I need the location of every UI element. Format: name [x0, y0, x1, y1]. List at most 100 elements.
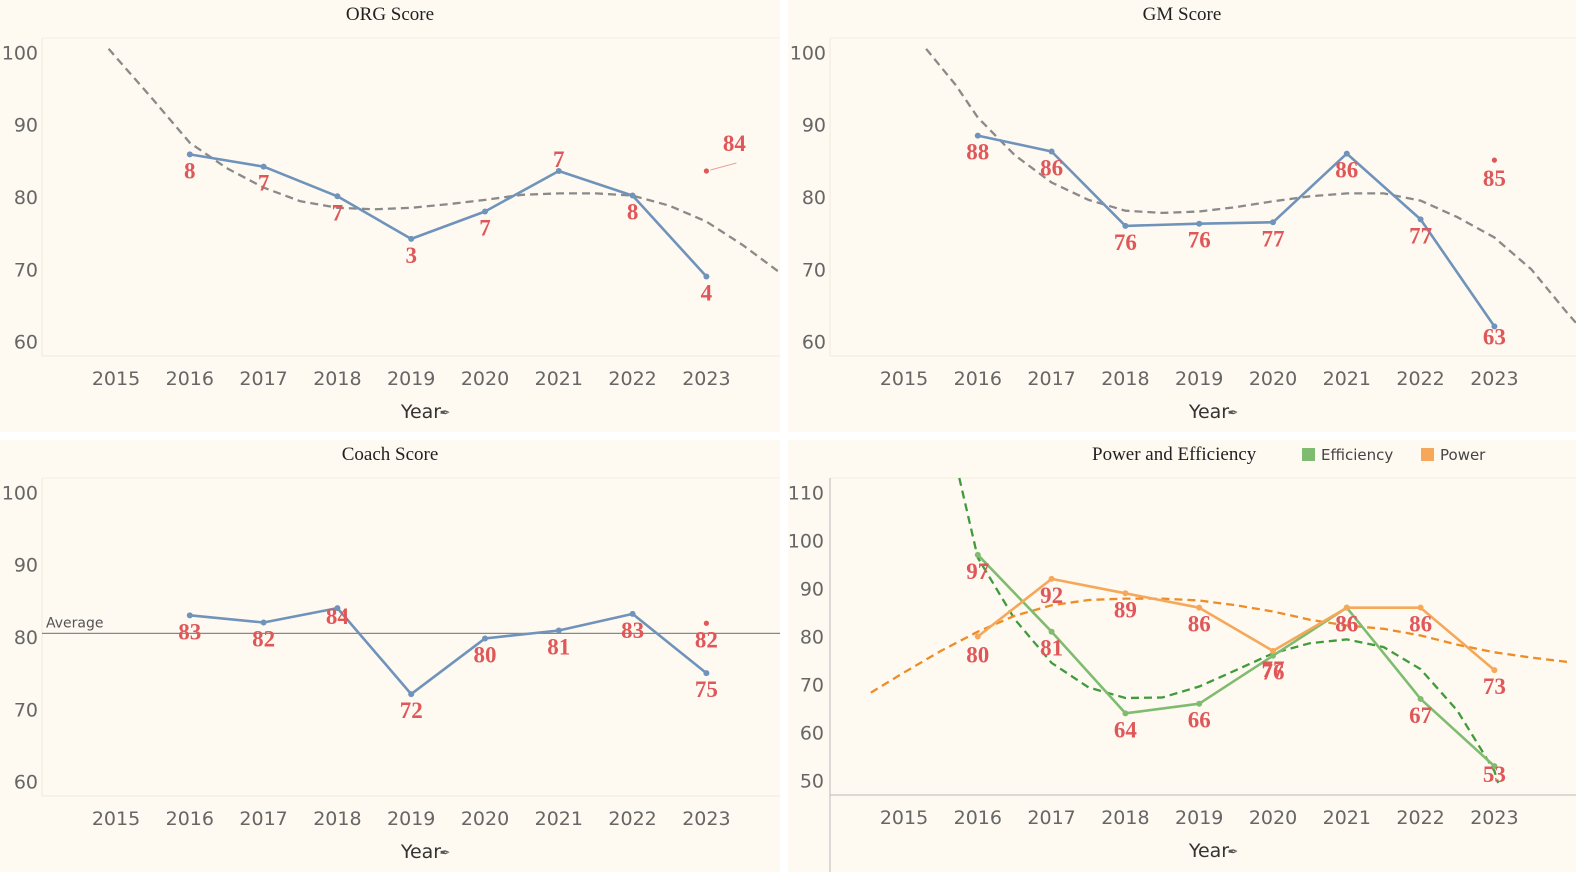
legend-power[interactable]: Power: [1421, 446, 1485, 464]
y-tick-label: 80: [14, 627, 38, 649]
power-line: [977, 577, 1496, 672]
x-tick-label: 2021: [535, 808, 583, 830]
data-label: 92: [1040, 583, 1063, 608]
trend-line: [925, 48, 1576, 325]
data-point: [1417, 604, 1424, 611]
y-tick-label: 100: [2, 482, 38, 504]
gm-score-panel: GM Score 60 70 80 90 100 2015 2016 2017 2018 2019…: [788, 0, 1576, 432]
data-point: [408, 691, 415, 698]
score-line: [189, 153, 708, 278]
extra-point: [703, 168, 710, 174]
x-tick-label: 2021: [1323, 368, 1371, 390]
x-tick-label: 2018: [313, 808, 361, 830]
y-tick-label: 110: [788, 482, 824, 504]
data-label: 7: [553, 147, 565, 172]
power-efficiency-panel: Power and Efficiency 50 60 70 80 90 100 110 201…: [788, 440, 1576, 872]
data-point: [1122, 590, 1129, 597]
x-tick-label: 2021: [535, 368, 583, 390]
x-tick-label: 2022: [1396, 807, 1444, 829]
data-label: 8: [184, 158, 196, 183]
data-point: [334, 605, 341, 612]
efficiency-trend-line: [958, 477, 1500, 784]
coach-score-title: Coach Score: [341, 444, 439, 465]
data-label: 53: [1483, 762, 1506, 787]
x-tick-label: 2023: [682, 808, 730, 830]
coach-score-panel: Coach Score 60 70 80 90 100 2015 2016 2017 2018 2…: [0, 440, 780, 872]
pin-icon: ✒: [440, 846, 451, 861]
data-point: [186, 151, 193, 158]
x-tick-label: 2019: [1175, 368, 1223, 390]
x-tick-label: 2021: [1323, 807, 1371, 829]
x-tick-label: 2022: [608, 808, 656, 830]
x-tick-label: 2015: [880, 368, 928, 390]
data-label: 75: [695, 677, 718, 702]
data-label: 72: [400, 698, 423, 723]
data-label: 89: [1114, 597, 1137, 622]
x-tick-label: 2019: [1175, 807, 1223, 829]
x-tick-label: 2019: [387, 368, 435, 390]
average-reference-label: Average: [46, 615, 104, 631]
y-tick-label: 80: [802, 187, 826, 209]
data-point: [1343, 150, 1350, 157]
data-point: [1122, 710, 1129, 717]
data-label: 73: [1483, 674, 1506, 699]
data-label: 82: [695, 627, 718, 652]
data-point: [1048, 628, 1055, 635]
y-tick-label: 60: [802, 332, 826, 354]
data-label: 83: [178, 619, 201, 644]
data-point: [482, 208, 488, 215]
y-tick-label: 90: [14, 115, 38, 137]
pin-icon: ✒: [440, 406, 451, 421]
legend-label-power: Power: [1440, 446, 1486, 464]
data-point: [703, 273, 710, 280]
legend-label-efficiency: Efficiency: [1321, 446, 1394, 464]
data-label: 88: [966, 140, 989, 165]
data-point: [629, 192, 636, 199]
org-score-panel: ORG Score 60 70 80 90 100 2015 2016 2017 2018 201…: [0, 0, 780, 432]
x-tick-label: 2017: [239, 368, 287, 390]
x-tick-label: 2018: [1101, 807, 1149, 829]
x-tick-label: 2016: [954, 807, 1002, 829]
data-label: 82: [252, 627, 275, 652]
data-point: [408, 235, 415, 242]
x-tick-label: 2018: [1101, 368, 1149, 390]
y-tick-label: 80: [800, 627, 824, 649]
x-axis-title: Year: [400, 401, 441, 423]
data-label: 7: [479, 215, 491, 240]
data-point: [974, 132, 981, 139]
pin-icon: ✒: [1228, 406, 1239, 421]
gm-score-chart: 60 70 80 90 100 2015 2016 2017 2018 2019 2020 2021 2…: [790, 37, 1576, 423]
y-tick-label: 90: [802, 115, 826, 137]
data-point: [260, 619, 267, 626]
x-tick-label: 2016: [954, 368, 1002, 390]
x-axis-title: Year: [400, 841, 441, 863]
y-tick-label: 50: [800, 771, 824, 793]
x-tick-label: 2018: [313, 368, 361, 390]
data-point: [1270, 219, 1276, 226]
x-tick-label: 2023: [682, 368, 730, 390]
trend-line: [107, 48, 780, 274]
x-tick-label: 2022: [608, 368, 656, 390]
data-label: 66: [1188, 708, 1211, 733]
data-label: 86: [1409, 612, 1432, 637]
data-point: [1270, 652, 1276, 659]
score-line: [189, 606, 708, 696]
legend-efficiency[interactable]: Efficiency: [1302, 446, 1393, 464]
data-point: [974, 633, 981, 640]
data-label: 86: [1335, 158, 1358, 183]
extra-point: [703, 620, 710, 626]
data-point: [555, 627, 562, 634]
data-label: 8: [627, 200, 639, 225]
y-tick-label: 70: [802, 259, 826, 281]
y-tick-label: 100: [788, 530, 824, 552]
y-tick-label: 70: [800, 675, 824, 697]
data-point: [1048, 148, 1055, 155]
data-label: 86: [1335, 612, 1358, 637]
y-tick-label: 100: [2, 42, 38, 64]
x-tick-label: 2020: [461, 808, 509, 830]
data-label: 86: [1040, 155, 1063, 180]
data-point: [629, 610, 636, 617]
data-label: 63: [1483, 324, 1506, 349]
x-tick-label: 2017: [1027, 807, 1075, 829]
x-tick-label: 2017: [1027, 368, 1075, 390]
